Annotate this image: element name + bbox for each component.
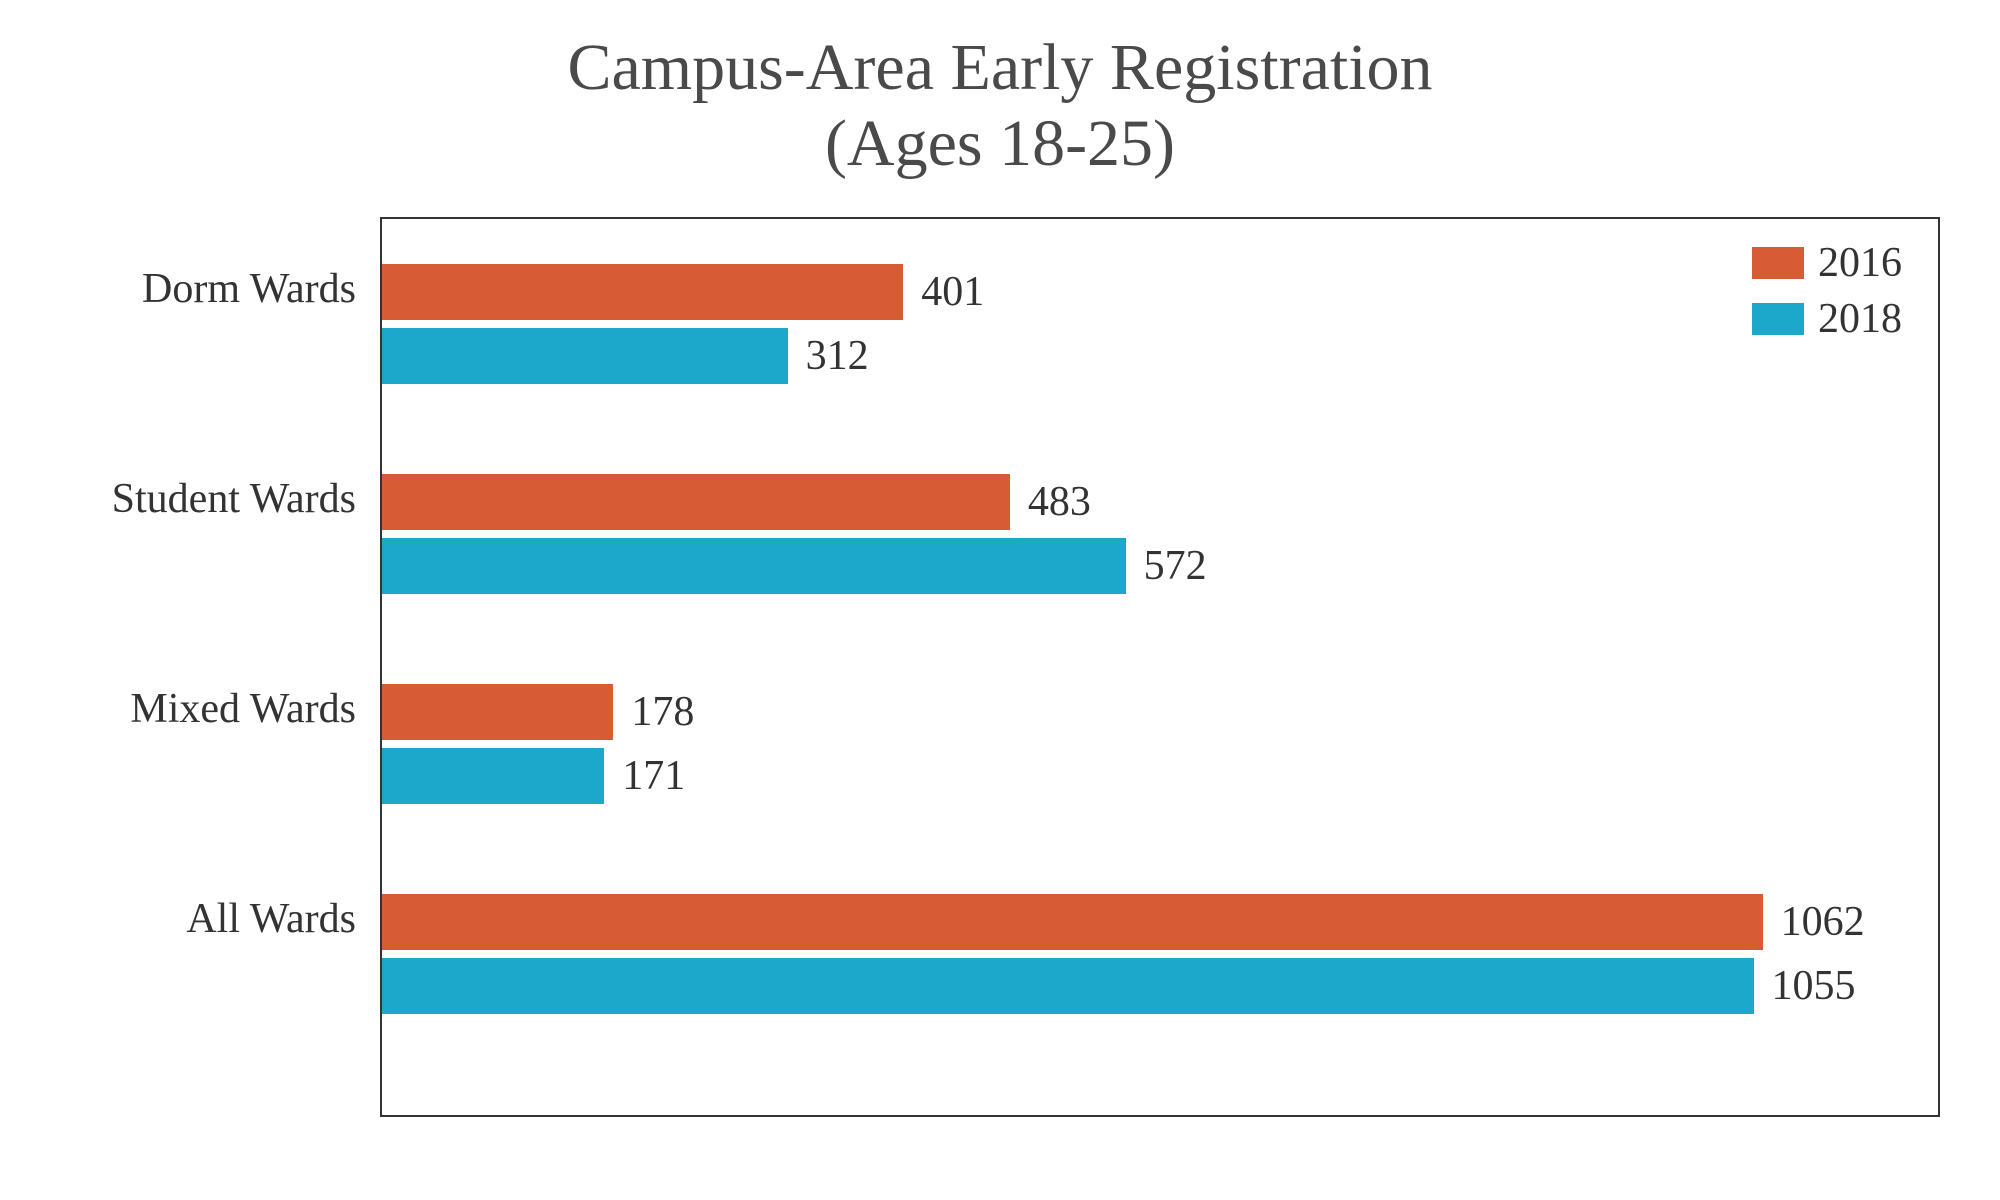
category-label: Mixed Wards xyxy=(60,685,356,733)
legend-item: 2016 xyxy=(1752,239,1902,287)
bar-value-label: 483 xyxy=(1028,478,1091,526)
chart-title-line-2: (Ages 18-25) xyxy=(567,106,1432,182)
chart-title: Campus-Area Early Registration (Ages 18-… xyxy=(567,30,1432,182)
bar-value-label: 1062 xyxy=(1781,898,1865,946)
bar xyxy=(382,684,613,740)
legend-item: 2018 xyxy=(1752,295,1902,343)
category-label: Dorm Wards xyxy=(60,265,356,313)
category-label: Student Wards xyxy=(60,475,356,523)
bar-value-label: 1055 xyxy=(1772,962,1856,1010)
legend-label: 2018 xyxy=(1818,295,1902,343)
bar xyxy=(382,474,1010,530)
bar xyxy=(382,538,1126,594)
chart-plot-area: 401 312 483 572 178 171 1062 1055 2016 2018 xyxy=(380,217,1940,1117)
bar xyxy=(382,958,1754,1014)
legend-label: 2016 xyxy=(1818,239,1902,287)
category-labels-column: Dorm Wards Student Wards Mixed Wards All Wa… xyxy=(60,217,380,1117)
bar-value-label: 401 xyxy=(921,268,984,316)
bar-value-label: 312 xyxy=(806,332,869,380)
bar xyxy=(382,328,788,384)
chart-title-line-1: Campus-Area Early Registration xyxy=(567,30,1432,106)
bar xyxy=(382,894,1763,950)
category-label: All Wards xyxy=(60,895,356,943)
bar-value-label: 178 xyxy=(631,688,694,736)
bar xyxy=(382,264,903,320)
legend: 2016 2018 xyxy=(1752,239,1902,343)
legend-swatch xyxy=(1752,303,1804,335)
bar xyxy=(382,748,604,804)
bar-value-label: 572 xyxy=(1144,542,1207,590)
bar-value-label: 171 xyxy=(622,752,685,800)
bars-layer: 401 312 483 572 178 171 1062 1055 xyxy=(382,219,1938,1115)
legend-swatch xyxy=(1752,247,1804,279)
